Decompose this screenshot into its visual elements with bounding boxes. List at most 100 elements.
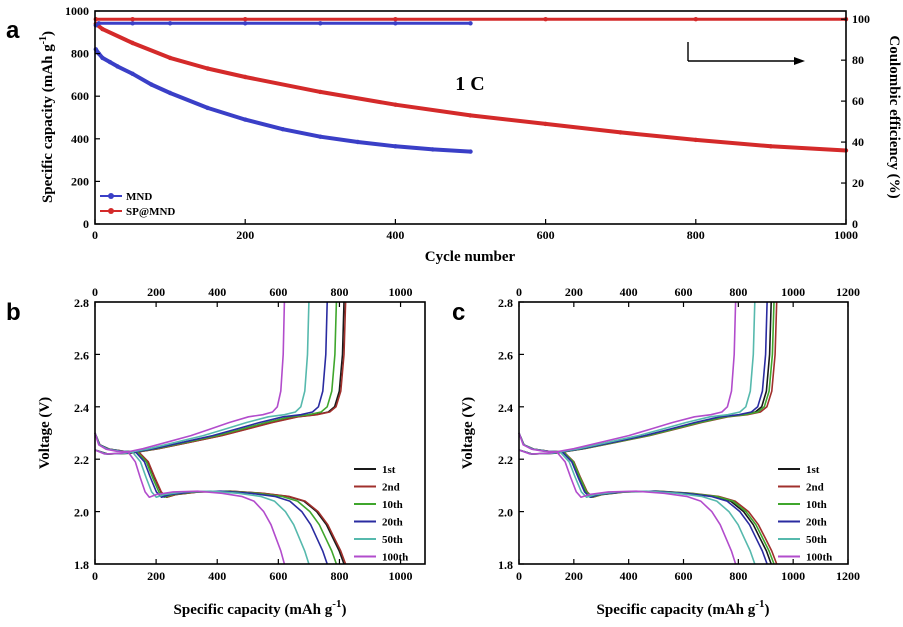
data-point-mnd xyxy=(243,117,248,122)
right-axis-arrow xyxy=(687,42,805,65)
panel-b: b 0 0 200 200 400 400 600 600 800 800 1000 1000 1.8 2… xyxy=(6,285,426,618)
y-tick-label: 2.0 xyxy=(74,506,89,520)
data-point-mnd xyxy=(205,105,210,111)
panel-b-frame xyxy=(94,301,426,565)
panel-label-a: a xyxy=(6,17,20,44)
charge-curve-50th xyxy=(94,301,310,455)
y-tick-label: 600 xyxy=(71,89,89,103)
data-point-sp-mnd xyxy=(543,121,548,127)
panel-c-xlabel-end: ) xyxy=(764,602,769,618)
y-tick-label: 2.8 xyxy=(498,296,513,310)
data-point-mnd xyxy=(130,71,135,77)
data-point-mnd xyxy=(107,59,113,65)
panel-label-b: b xyxy=(6,299,21,326)
data-point-sp-mnd xyxy=(318,89,323,95)
charge-curve-100th xyxy=(518,301,737,455)
data-point-sp-mnd xyxy=(393,102,398,107)
legend-label: 2nd xyxy=(806,482,824,494)
x-tick-label: 800 xyxy=(729,569,747,583)
panel-a-plot xyxy=(93,17,849,154)
top-tick-label: 0 xyxy=(516,285,522,299)
legend-label: SP@MND xyxy=(126,206,175,218)
data-point-mnd-ce xyxy=(167,21,173,26)
x-tick-label: 600 xyxy=(675,569,693,583)
rate-annotation: 1 C xyxy=(455,73,484,95)
x-tick-label: 800 xyxy=(687,228,705,242)
x-tick-label: 1000 xyxy=(389,569,413,583)
data-point-mnd xyxy=(149,82,154,87)
data-point-sp-mnd-ce xyxy=(243,17,248,22)
legend-marker xyxy=(108,193,114,199)
y2-tick-label: 80 xyxy=(852,53,864,67)
legend-label: 20th xyxy=(806,517,827,529)
data-point-sp-mnd-ce xyxy=(543,17,548,22)
series-line-sp-mnd xyxy=(94,22,847,153)
x-tick-label: 0 xyxy=(516,569,522,583)
panel-c-plot xyxy=(518,301,778,565)
x-tick-label: 200 xyxy=(147,569,165,583)
charge-curve-20th xyxy=(94,301,328,455)
y-tick-label: 1.8 xyxy=(74,558,89,572)
discharge-curve-100th xyxy=(94,432,286,565)
x-tick-label: 1000 xyxy=(781,569,805,583)
series-line-mnd-ce xyxy=(94,21,471,27)
data-point-sp-mnd-ce xyxy=(130,17,135,22)
data-point-mnd-ce xyxy=(468,21,473,26)
arrow-head xyxy=(794,57,805,65)
top-tick-label: 1200 xyxy=(836,285,860,299)
x-tick-label: 800 xyxy=(330,569,348,583)
top-tick-label: 600 xyxy=(675,285,693,299)
legend-label: 100th xyxy=(806,552,832,564)
data-point-mnd xyxy=(393,144,398,149)
panel-b-legend: 1st 2nd 10th 20th 50th 100th xyxy=(354,464,408,564)
x-tick-label: 200 xyxy=(565,569,583,583)
top-tick-label: 600 xyxy=(269,285,287,299)
data-point-mnd xyxy=(115,64,120,69)
x-tick-label: 0 xyxy=(92,569,98,583)
legend-label: 50th xyxy=(382,534,403,546)
legend-label: MND xyxy=(126,191,152,203)
legend-label: 100th xyxy=(382,552,408,564)
data-point-mnd xyxy=(468,149,473,154)
legend-label: 20th xyxy=(382,517,403,529)
discharge-curve-100th xyxy=(518,432,737,565)
data-point-mnd xyxy=(355,139,360,145)
x-tick-label: 400 xyxy=(208,569,226,583)
top-tick-label: 400 xyxy=(208,285,226,299)
y-tick-label: 200 xyxy=(71,174,89,188)
y-tick-label: 800 xyxy=(71,47,89,61)
data-point-mnd xyxy=(100,55,105,61)
data-point-sp-mnd xyxy=(205,66,210,71)
data-point-sp-mnd xyxy=(468,113,473,118)
panel-c-xlabel-sup: -1 xyxy=(755,598,764,610)
y2-tick-label: 0 xyxy=(852,217,858,231)
y-tick-label: 0 xyxy=(83,217,89,231)
y-tick-label: 2.2 xyxy=(74,453,89,467)
y-tick-label: 1000 xyxy=(65,4,89,18)
legend-marker xyxy=(108,208,114,214)
panel-b-plot xyxy=(94,301,347,565)
x-tick-label: 600 xyxy=(537,228,555,242)
data-point-sp-mnd xyxy=(100,26,105,32)
x-tick-label: 400 xyxy=(620,569,638,583)
top-tick-label: 200 xyxy=(565,285,583,299)
panel-c-frame xyxy=(518,301,849,565)
data-point-sp-mnd xyxy=(243,74,248,80)
y-tick-label: 2.0 xyxy=(498,506,513,520)
panel-label-c: c xyxy=(452,299,465,326)
panel-a-frame xyxy=(94,10,847,225)
panel-a-legend: MND SP@MND xyxy=(100,191,175,218)
data-point-mnd-ce xyxy=(393,21,398,26)
data-point-mnd xyxy=(430,147,436,152)
y-tick-label: 2.6 xyxy=(498,348,513,362)
panel-a-ylabel-sup: -1 xyxy=(38,36,49,44)
data-point-mnd-ce xyxy=(130,21,135,26)
x-tick-label: 1200 xyxy=(836,569,860,583)
data-point-mnd-ce xyxy=(243,21,248,26)
panel-a-ylabel: Specific capacity (mAh g-1) xyxy=(38,31,56,203)
panel-c-ticks: 0 0 200 200 400 400 600 600 800 800 1000 1000 1200 12… xyxy=(498,285,860,583)
top-tick-label: 800 xyxy=(330,285,348,299)
panel-a-xlabel: Cycle number xyxy=(425,249,516,265)
panel-c-xlabel: Specific capacity (mAh g-1) xyxy=(597,598,770,618)
